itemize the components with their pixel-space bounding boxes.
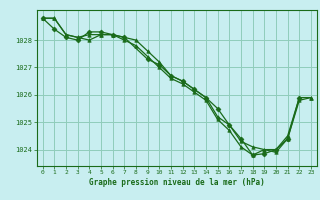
X-axis label: Graphe pression niveau de la mer (hPa): Graphe pression niveau de la mer (hPa)	[89, 178, 265, 187]
